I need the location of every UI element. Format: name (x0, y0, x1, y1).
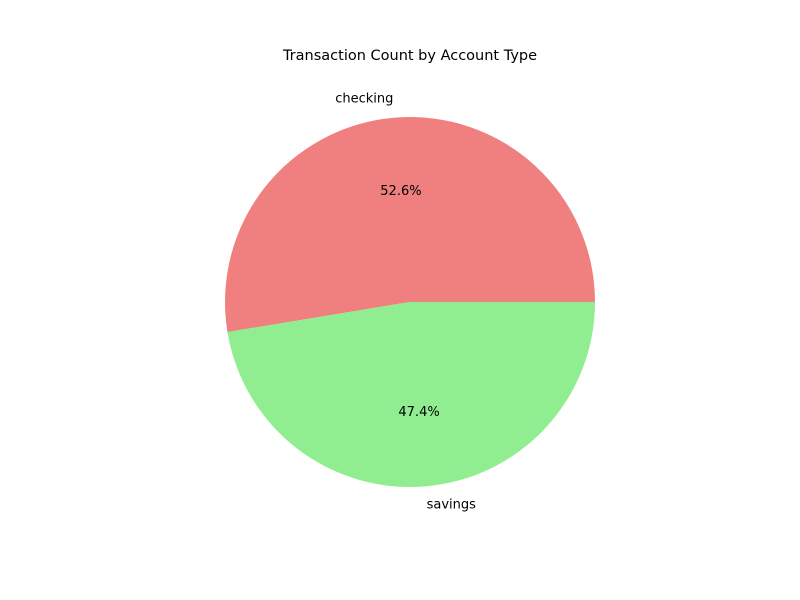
pie-label-checking: checking (335, 92, 393, 107)
pie-slice-savings (227, 302, 595, 488)
chart-title: Transaction Count by Account Type (282, 48, 538, 64)
pie-slice-checking (224, 117, 595, 333)
pie-value-label-checking: 52.6% (380, 184, 421, 199)
pie-value-label-savings: 47.4% (398, 405, 439, 420)
pie-label-savings: savings (427, 497, 477, 512)
